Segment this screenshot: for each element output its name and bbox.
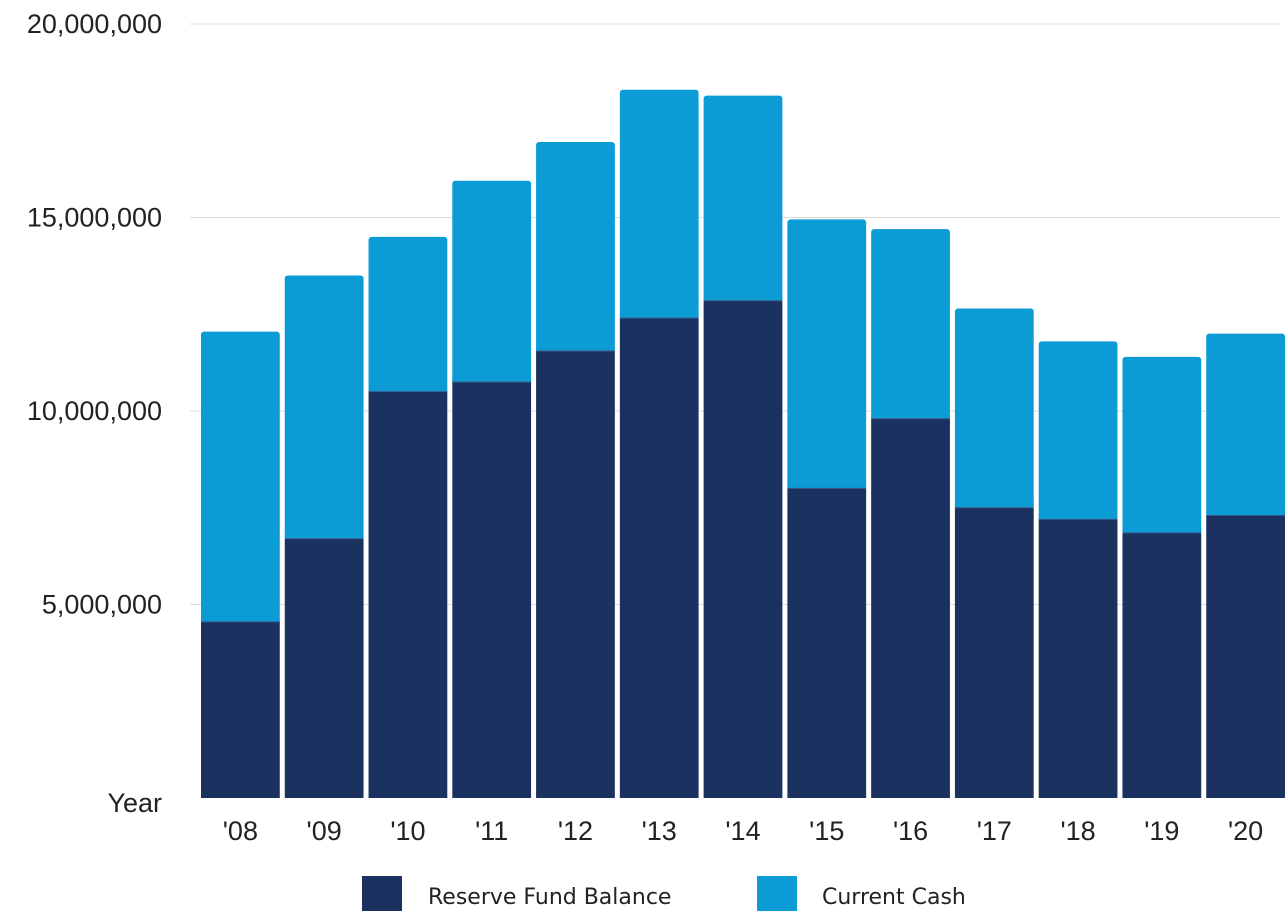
bar-current-cash bbox=[1038, 341, 1118, 520]
x-tick-label: '17 bbox=[977, 816, 1012, 846]
bar-reserve-fund-balance bbox=[954, 507, 1034, 798]
legend-label: Reserve Fund Balance bbox=[428, 885, 671, 910]
legend-swatch bbox=[362, 876, 402, 911]
bar-current-cash bbox=[536, 142, 615, 352]
bar-segment-edge bbox=[1038, 515, 1118, 520]
bar-reserve-fund-balance bbox=[536, 351, 615, 798]
bar-current-cash bbox=[787, 219, 867, 489]
bar-current-cash bbox=[871, 229, 950, 419]
bar-segment-edge bbox=[1122, 528, 1202, 533]
bar-segment-edge bbox=[619, 314, 699, 319]
bar-reserve-fund-balance bbox=[787, 488, 867, 798]
bar-reserve-fund-balance bbox=[619, 318, 699, 798]
bar-current-cash bbox=[1206, 333, 1285, 516]
x-tick-label: '18 bbox=[1060, 816, 1095, 846]
bar-reserve-fund-balance bbox=[1206, 515, 1285, 798]
bar-segment-edge bbox=[703, 296, 783, 301]
x-tick-label: '20 bbox=[1228, 816, 1263, 846]
bar-segment-edge bbox=[368, 387, 448, 392]
y-tick-label: 10,000,000 bbox=[27, 396, 162, 426]
x-tick-label: '14 bbox=[725, 816, 760, 846]
bar-segment-edge bbox=[201, 617, 280, 622]
bar-current-cash bbox=[452, 180, 532, 382]
bar-segment-edge bbox=[452, 377, 532, 382]
y-tick-label: 15,000,000 bbox=[27, 203, 162, 233]
bar-segment-edge bbox=[954, 503, 1034, 508]
x-tick-label: '16 bbox=[893, 816, 928, 846]
legend-swatch bbox=[757, 876, 797, 911]
legend-label: Current Cash bbox=[822, 885, 966, 910]
bar-current-cash bbox=[1122, 356, 1202, 533]
bar-reserve-fund-balance bbox=[871, 418, 950, 798]
bar-current-cash bbox=[284, 275, 364, 539]
x-tick-label: '13 bbox=[642, 816, 677, 846]
bar-segment-edge bbox=[1206, 511, 1285, 516]
bar-reserve-fund-balance bbox=[1038, 519, 1118, 798]
bar-current-cash bbox=[368, 236, 448, 392]
y-tick-label: 5,000,000 bbox=[42, 590, 162, 620]
x-tick-label: '19 bbox=[1144, 816, 1179, 846]
bar-reserve-fund-balance bbox=[284, 538, 364, 798]
y-tick-label: 20,000,000 bbox=[27, 9, 162, 39]
x-tick-label: '15 bbox=[809, 816, 844, 846]
bar-reserve-fund-balance bbox=[452, 381, 532, 798]
bars bbox=[201, 89, 1285, 798]
x-tick-label: '11 bbox=[475, 816, 508, 846]
bar-segment-edge bbox=[284, 534, 364, 539]
y-axis-ticks: 20,000,000 15,000,000 10,000,000 5,000,000 bbox=[27, 9, 162, 620]
bar-current-cash bbox=[954, 308, 1034, 508]
x-tick-label: '09 bbox=[307, 816, 342, 846]
bar-current-cash bbox=[703, 95, 783, 301]
x-tick-label: '10 bbox=[390, 816, 425, 846]
bar-segment-edge bbox=[787, 484, 867, 489]
bar-segment-edge bbox=[536, 347, 615, 352]
bar-segment-edge bbox=[871, 414, 950, 419]
bar-reserve-fund-balance bbox=[368, 391, 448, 798]
x-axis-ticks: '08 '09 '10 '11 '12 '13 '14 '15 '16 '17 '18 '19 '20 bbox=[223, 816, 1263, 846]
x-axis-label: Year bbox=[107, 788, 162, 818]
bar-current-cash bbox=[201, 331, 280, 622]
bar-current-cash bbox=[619, 89, 699, 319]
legend: Reserve Fund Balance Current Cash bbox=[362, 876, 966, 911]
x-tick-label: '08 bbox=[223, 816, 258, 846]
bar-reserve-fund-balance bbox=[703, 300, 783, 798]
x-tick-label: '12 bbox=[558, 816, 593, 846]
bar-reserve-fund-balance bbox=[1122, 532, 1202, 798]
bar-reserve-fund-balance bbox=[201, 621, 280, 798]
